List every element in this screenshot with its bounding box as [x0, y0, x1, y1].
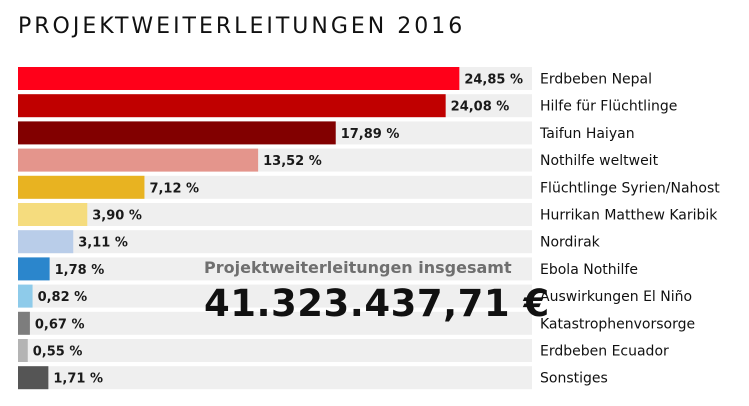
category-label: Hurrikan Matthew Karibik: [540, 208, 718, 224]
bar-value-label: 17,89 %: [341, 127, 400, 142]
category-label: Taifun Haiyan: [539, 126, 635, 142]
bar-value-label: 0,67 %: [35, 317, 85, 332]
category-label: Erdbeben Ecuador: [540, 344, 669, 360]
bar-track: [18, 203, 532, 226]
category-label: Katastrophenvorsorge: [540, 316, 695, 332]
total-label: Projektweiterleitungen insgesamt: [204, 258, 512, 277]
bar-value-label: 3,11 %: [78, 236, 128, 251]
bar: [18, 203, 88, 226]
category-label: Nordirak: [540, 235, 601, 251]
bar-track: [18, 257, 532, 281]
bar-track: [18, 175, 532, 199]
bar-track: [18, 366, 532, 390]
chart-title: PROJEKTWEITERLEITUNGEN 2016: [18, 14, 466, 39]
bar: [18, 284, 33, 308]
category-label: Flüchtlinge Syrien/Nahost: [540, 180, 720, 196]
category-label: Hilfe für Flüchtlinge: [540, 99, 677, 115]
bar-value-label: 24,08 %: [451, 100, 510, 115]
bar-value-label: 1,71 %: [53, 372, 103, 387]
bar-value-label: 1,78 %: [55, 263, 105, 278]
bar-value-label: 13,52 %: [263, 154, 322, 169]
category-label: Sonstiges: [540, 371, 608, 387]
bar-value-label: 0,55 %: [33, 345, 83, 360]
bar-value-label: 0,82 %: [38, 290, 88, 305]
bar-track: [18, 311, 532, 335]
bar: [18, 148, 259, 172]
category-label: Nothilfe weltweit: [540, 153, 659, 169]
bar-value-label: 7,12 %: [149, 181, 199, 196]
bar: [18, 121, 336, 145]
bar-track: [18, 230, 532, 254]
bar-value-label: 24,85 %: [464, 73, 523, 88]
total-value: 41.323.437,71 €: [204, 282, 550, 325]
bar: [18, 311, 30, 335]
bar: [18, 257, 50, 281]
bar: [18, 94, 446, 118]
bar-track: [18, 339, 532, 362]
bar: [18, 175, 145, 199]
bar-value-label: 3,90 %: [92, 209, 142, 224]
category-label: Auswirkungen El Niño: [540, 289, 692, 305]
bar: [18, 366, 49, 390]
category-label: Ebola Nothilfe: [540, 262, 638, 278]
bar: [18, 339, 28, 362]
bar-track: [18, 284, 532, 308]
bar: [18, 67, 460, 90]
bar: [18, 230, 74, 254]
category-label: Erdbeben Nepal: [540, 72, 652, 88]
